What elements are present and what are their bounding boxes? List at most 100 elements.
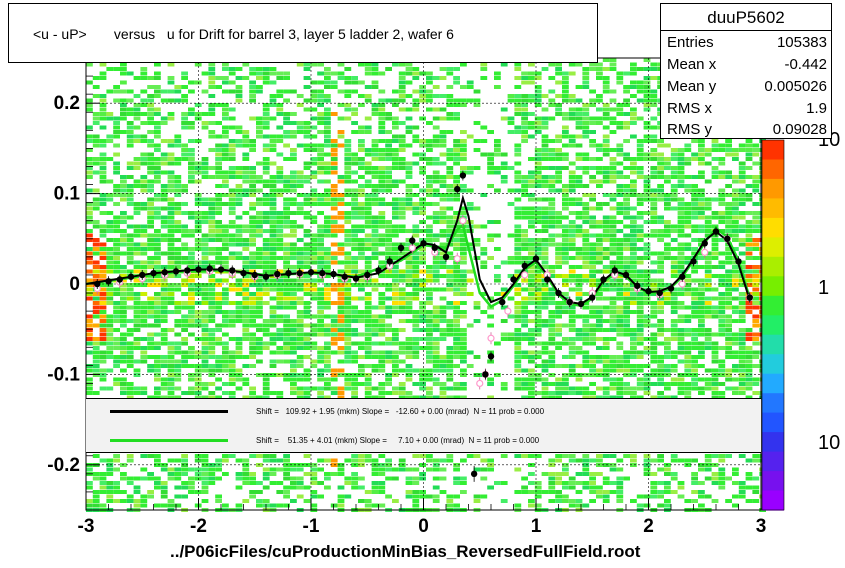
heatmap-bin [201,283,209,287]
heatmap-bin [181,283,188,287]
heatmap-bin [541,148,549,152]
heatmap-bin [541,359,549,364]
heatmap-bin [147,206,154,211]
heatmap-bin [201,463,209,467]
heatmap-bin [555,112,562,116]
heatmap-bin [439,256,447,260]
heatmap-bin [188,274,195,278]
heatmap-bin [507,296,515,301]
heatmap-bin [609,301,617,305]
heatmap-bin [249,233,256,238]
heatmap-bin [99,274,107,278]
heatmap-bin [616,287,624,292]
heatmap-bin [126,350,134,355]
heatmap-bin [296,224,304,229]
heatmap-bin [575,125,583,130]
heatmap-bin [174,458,182,463]
heatmap-bin [310,220,318,224]
heatmap-bin [398,80,406,85]
heatmap-bin [317,386,324,391]
heatmap-bin [106,247,114,251]
heatmap-bin [446,220,454,224]
heatmap-bin [330,386,338,391]
heatmap-bin [167,265,175,269]
heatmap-bin [487,157,494,161]
heatmap-bin [392,242,399,247]
heatmap-bin [704,265,712,269]
heatmap-bin [256,256,263,260]
heatmap-bin [262,112,270,116]
heatmap-bin [160,152,168,157]
heatmap-bin [664,481,671,485]
heatmap-bin [201,202,209,206]
heatmap-bin [528,71,535,76]
heatmap-bin [86,247,93,251]
heatmap-bin [113,481,120,485]
heatmap-bin [412,494,420,499]
heatmap-bin [126,139,134,143]
heatmap-bin [283,76,290,80]
heatmap-bin [174,377,182,382]
heatmap-bin [439,395,447,400]
heatmap-bin [154,463,161,467]
heatmap-bin [283,301,290,305]
heatmap-bin [453,341,460,346]
heatmap-bin [242,481,250,485]
heatmap-bin [398,458,406,463]
heatmap-bin [276,211,284,215]
heatmap-bin [548,269,556,274]
heatmap-bin [541,292,549,296]
heatmap-bin [330,166,338,170]
heatmap-bin [290,499,297,503]
heatmap-bin [174,265,182,269]
heatmap-bin [344,314,352,319]
heatmap-bin [317,94,324,98]
heatmap-bin [616,161,624,166]
heatmap-bin [534,211,542,215]
heatmap-bin [548,197,556,202]
heatmap-bin [120,242,127,247]
heatmap-bin [419,377,426,382]
heatmap-bin [609,337,617,341]
heatmap-bin [208,314,216,319]
heatmap-bin [385,152,392,157]
heatmap-bin [228,359,236,364]
heatmap-bin [167,368,175,373]
heatmap-bin [167,386,175,391]
heatmap-bin [351,386,358,391]
heatmap-bin [222,103,229,107]
heatmap-bin [269,175,277,179]
heatmap-bin [160,355,168,359]
heatmap-bin [636,215,644,220]
heatmap-bin [548,76,556,80]
heatmap-bin [188,355,195,359]
heatmap-bin [310,193,318,197]
heatmap-bin [222,364,229,368]
heatmap-bin [378,233,386,238]
heatmap-bin [718,170,726,175]
heatmap-bin [616,382,624,386]
heatmap-bin [698,287,705,292]
heatmap-bin [228,319,236,323]
heatmap-bin [290,224,297,229]
heatmap-bin [133,134,141,139]
heatmap-bin [643,157,651,161]
heatmap-bin [276,296,284,301]
heatmap-bin [378,116,386,121]
heatmap-bin [276,238,284,242]
heatmap-bin [664,386,671,391]
heatmap-bin [602,233,610,238]
heatmap-bin [160,332,168,337]
heatmap-bin [235,278,243,283]
heatmap-bin [555,170,562,175]
heatmap-bin [562,494,569,499]
heatmap-bin [242,332,250,337]
heatmap-bin [514,247,522,251]
heatmap-bin [120,278,127,283]
heatmap-bin [358,287,365,292]
heatmap-bin [188,125,195,130]
heatmap-bin [711,215,719,220]
heatmap-bin [303,197,311,202]
heatmap-bin [419,494,426,499]
heatmap-bin [188,80,195,85]
